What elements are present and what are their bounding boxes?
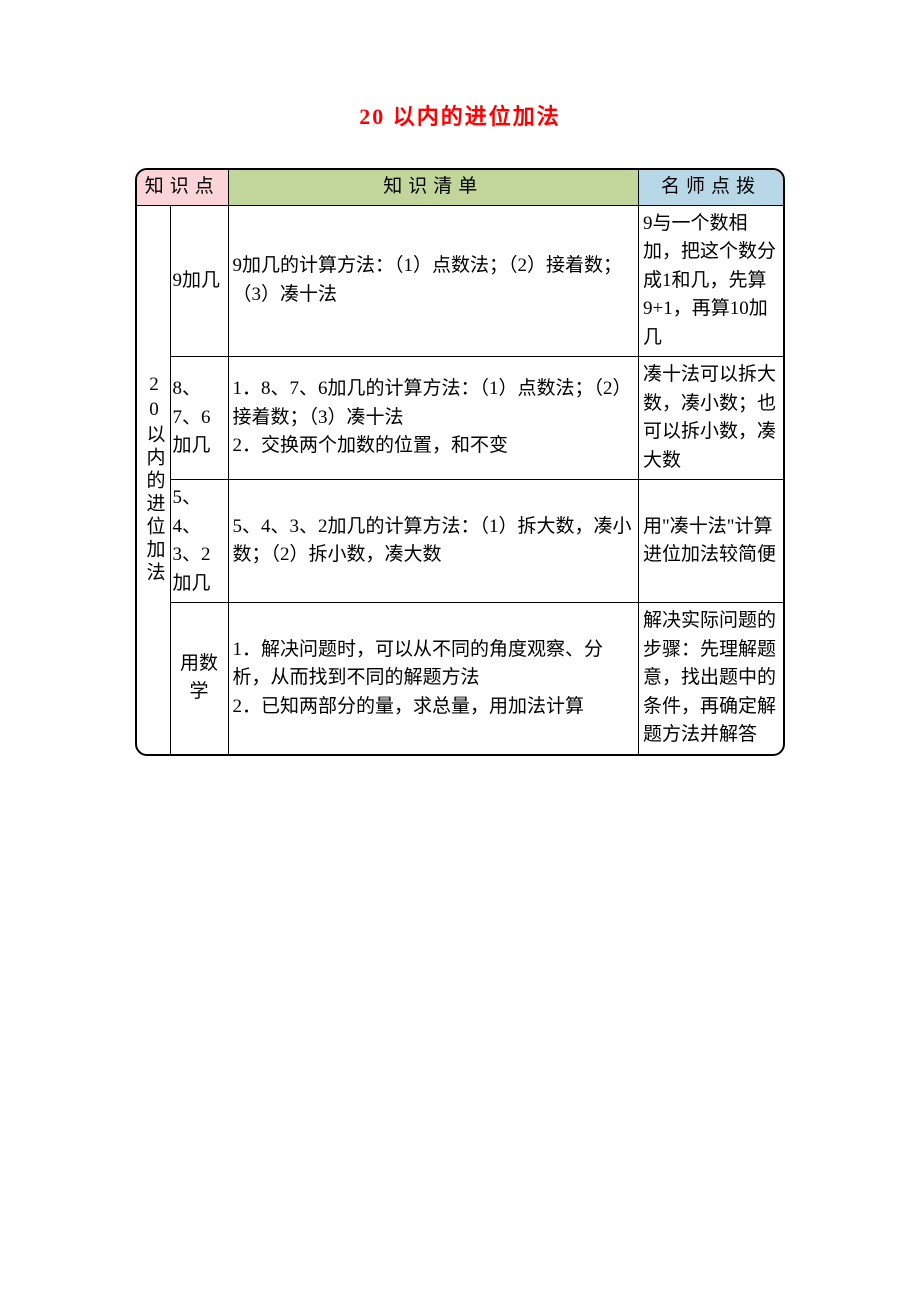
- subtitle-cell: 8、7、6加几: [170, 357, 228, 480]
- header-knowledge-point: 知识点: [137, 170, 229, 206]
- tips-cell: 解决实际问题的步骤：先理解题意，找出题中的条件，再确定解题方法并解答: [639, 603, 784, 755]
- table-row: 20以内的进位加法 9加几 9加几的计算方法：（1）点数法；（2）接着数；（3）…: [137, 205, 784, 357]
- content-cell: 5、4、3、2加几的计算方法：（1）拆大数，凑小数；（2）拆小数，凑大数: [228, 480, 639, 603]
- page-title: 20 以内的进位加法: [135, 100, 785, 133]
- table-row: 8、7、6加几 1．8、7、6加几的计算方法：（1）点数法；（2）接着数；（3）…: [137, 357, 784, 480]
- content-cell: 1．8、7、6加几的计算方法：（1）点数法；（2）接着数；（3）凑十法2．交换两…: [228, 357, 639, 480]
- table-row: 5、4、3、2加几 5、4、3、2加几的计算方法：（1）拆大数，凑小数；（2）拆…: [137, 480, 784, 603]
- subtitle-cell: 用数学: [170, 603, 228, 755]
- knowledge-table: 知识点 知识清单 名师点拨 20以内的进位加法 9加几 9加几的计算方法：（1）…: [136, 169, 784, 755]
- table-wrapper: 知识点 知识清单 名师点拨 20以内的进位加法 9加几 9加几的计算方法：（1）…: [135, 168, 785, 756]
- subtitle-cell: 9加几: [170, 205, 228, 357]
- content-cell: 9加几的计算方法：（1）点数法；（2）接着数；（3）凑十法: [228, 205, 639, 357]
- content-cell: 1．解决问题时，可以从不同的角度观察、分析，从而找到不同的解题方法2．已知两部分…: [228, 603, 639, 755]
- table-row: 用数学 1．解决问题时，可以从不同的角度观察、分析，从而找到不同的解题方法2．已…: [137, 603, 784, 755]
- header-tips: 名师点拨: [639, 170, 784, 206]
- header-knowledge-list: 知识清单: [228, 170, 639, 206]
- row-header-vertical: 20以内的进位加法: [137, 205, 171, 754]
- tips-cell: 凑十法可以拆大数，凑小数；也可以拆小数，凑大数: [639, 357, 784, 480]
- tips-cell: 用"凑十法"计算进位加法较简便: [639, 480, 784, 603]
- tips-cell: 9与一个数相加，把这个数分成1和几，先算9+1，再算10加几: [639, 205, 784, 357]
- subtitle-cell: 5、4、3、2加几: [170, 480, 228, 603]
- table-header-row: 知识点 知识清单 名师点拨: [137, 170, 784, 206]
